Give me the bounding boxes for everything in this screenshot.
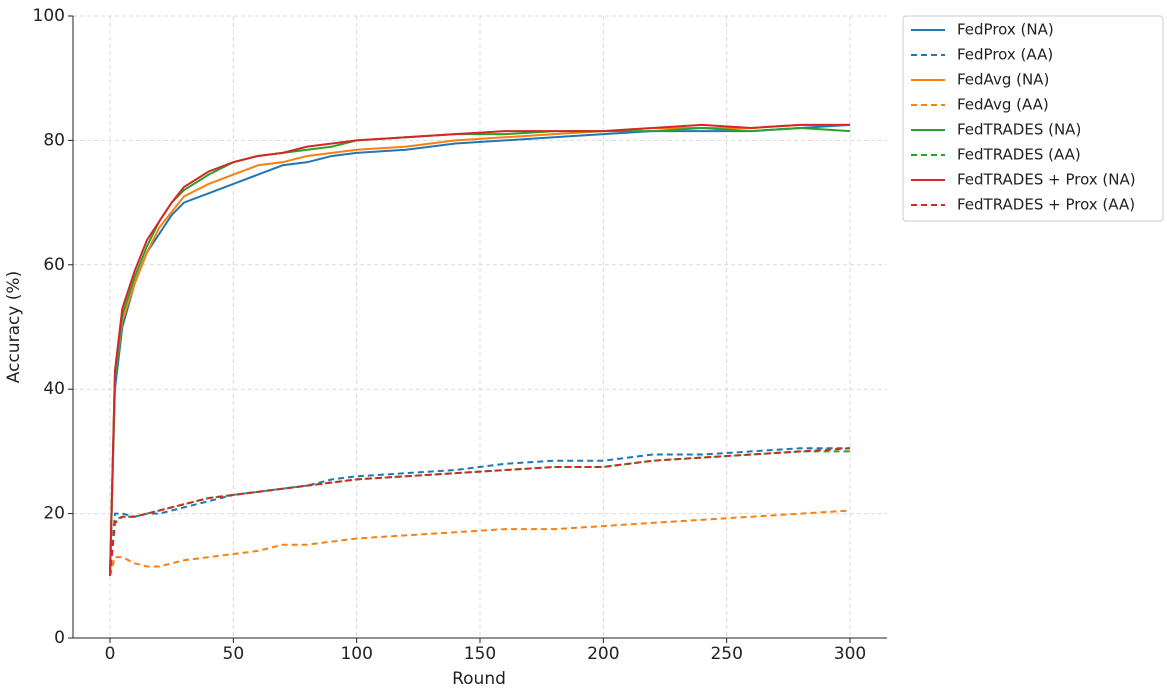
series-line xyxy=(109,126,851,576)
x-tick-label: 150 xyxy=(464,644,496,664)
series-line xyxy=(109,509,851,577)
series-line xyxy=(109,447,850,576)
x-tick-label: 250 xyxy=(710,644,742,664)
legend-label: FedAvg (NA) xyxy=(957,71,1049,89)
y-axis-label: Accuracy (%) xyxy=(4,271,24,383)
y-tick-label: 60 xyxy=(43,255,65,275)
series-line xyxy=(109,447,851,576)
legend: FedProx (NA) FedProx (AA) FedAvg (NA) FedAv… xyxy=(902,15,1164,222)
legend-label: FedProx (AA) xyxy=(957,46,1053,64)
legend-label: FedTRADES (NA) xyxy=(957,121,1081,139)
x-tick-label: 100 xyxy=(340,644,372,664)
legend-label: FedTRADES + Prox (AA) xyxy=(957,196,1135,214)
x-axis-label: Round xyxy=(452,669,506,689)
y-tick-label: 100 xyxy=(33,6,65,26)
legend-label: FedTRADES + Prox (NA) xyxy=(957,171,1136,189)
y-tick-label: 0 xyxy=(54,628,65,648)
x-tick-label: 50 xyxy=(223,644,245,664)
y-tick-label: 80 xyxy=(43,130,65,150)
legend-label: FedProx (NA) xyxy=(957,21,1054,39)
x-tick-label: 300 xyxy=(834,644,866,664)
legend-box xyxy=(902,15,1164,222)
y-tick-label: 40 xyxy=(43,379,65,399)
legend-label: FedAvg (AA) xyxy=(957,96,1049,114)
series-line xyxy=(109,123,850,576)
y-tick-label: 20 xyxy=(43,504,65,524)
x-tick-label: 200 xyxy=(587,644,619,664)
x-tick-label: 0 xyxy=(105,644,116,664)
legend-label: FedTRADES (AA) xyxy=(957,146,1081,164)
